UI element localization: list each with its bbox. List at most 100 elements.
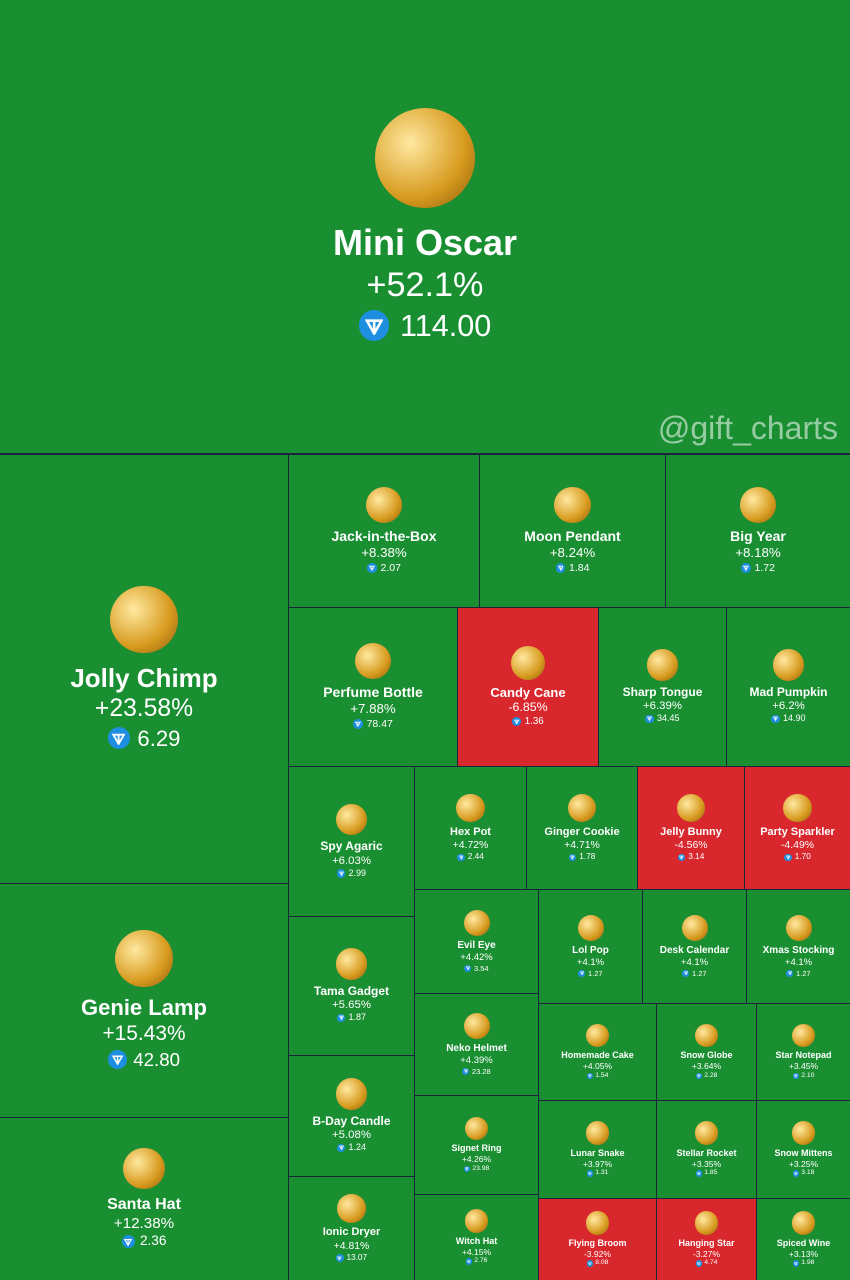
price-change: +8.38%	[361, 545, 407, 561]
price-value: 78.47	[366, 717, 393, 730]
price: 1.84	[555, 562, 589, 575]
ton-glyph	[570, 855, 575, 860]
gift-name: Jelly Bunny	[660, 825, 722, 838]
tile: Mini Oscar +52.1% 114.00 @gift_charts	[0, 0, 850, 453]
price: 1.31	[586, 1169, 608, 1177]
gift-name: Witch Hat	[455, 1235, 498, 1246]
price-value: 114.00	[399, 308, 492, 343]
ton-icon	[121, 1234, 136, 1249]
price-value: 42.80	[133, 1048, 180, 1070]
price-value: 1.70	[794, 852, 811, 862]
gift-name: Moon Pendant	[524, 528, 621, 545]
ton-icon	[465, 1258, 472, 1265]
gift-icon	[585, 1211, 610, 1235]
gift-icon	[585, 1121, 610, 1145]
tile: Big Year +8.18% 1.72	[666, 455, 850, 607]
gift-name: Stellar Rocket	[676, 1147, 737, 1158]
price-value: 23.98	[472, 1164, 490, 1172]
ton-icon	[695, 1170, 702, 1177]
price-value: 13.07	[346, 1252, 368, 1262]
price: 114.00	[358, 307, 492, 345]
gift-icon	[783, 793, 812, 823]
price: 2.99	[336, 868, 366, 879]
gift-name: Desk Calendar	[659, 944, 730, 956]
tile: Xmas Stocking +4.1% 1.27	[747, 890, 850, 1003]
price-value: 6.29	[137, 725, 181, 751]
price-value: 1.24	[348, 1142, 367, 1153]
price-change: +6.03%	[332, 854, 371, 867]
gift-icon	[694, 1121, 719, 1145]
price-value: 8.08	[595, 1259, 609, 1267]
tile: Evil Eye +4.42% 3.54	[415, 890, 538, 993]
ton-icon	[568, 853, 577, 862]
price: 3.14	[677, 852, 704, 862]
price-change: +6.39%	[643, 700, 682, 713]
ton-icon	[336, 1143, 346, 1153]
price: 1.24	[336, 1142, 367, 1153]
ton-glyph	[785, 855, 791, 860]
price-change: +4.15%	[461, 1246, 492, 1257]
tile: Sharp Tongue +6.39% 34.45	[599, 608, 726, 766]
price: 2.44	[457, 852, 484, 862]
ton-glyph	[696, 1172, 701, 1176]
gift-icon	[567, 793, 597, 823]
ton-glyph	[124, 1238, 133, 1246]
tile: Snow Mittens +3.25% 3.18	[757, 1101, 850, 1198]
ton-icon	[741, 563, 751, 574]
gift-icon	[335, 1078, 368, 1110]
price-change: +8.24%	[549, 545, 596, 561]
ton-icon	[792, 1170, 799, 1177]
gift-name: Sharp Tongue	[622, 684, 703, 699]
price-value: 1.78	[579, 852, 596, 862]
ton-glyph	[587, 1262, 592, 1266]
ton-glyph	[337, 1256, 343, 1261]
gift-icon	[694, 1023, 719, 1048]
watermark: @gift_charts	[657, 410, 838, 446]
gift-name: Genie Lamp	[81, 994, 207, 1020]
price-change: +4.1%	[784, 956, 813, 968]
price-change: +4.05%	[582, 1061, 613, 1072]
gift-name: Lunar Snake	[570, 1147, 625, 1158]
gift-name: Tama Gadget	[313, 983, 390, 998]
price: 2.07	[367, 562, 401, 575]
tile: Jolly Chimp +23.58% 6.29	[0, 455, 288, 883]
price-change: +3.45%	[788, 1061, 819, 1072]
gift-icon	[681, 915, 708, 942]
tile: Jelly Bunny -4.56% 3.14	[638, 767, 744, 889]
gift-icon	[335, 948, 368, 980]
price-change: -6.85%	[508, 700, 548, 715]
gift-icon	[110, 585, 178, 654]
gift-icon	[335, 803, 368, 836]
gift-icon	[772, 649, 805, 681]
tile: Desk Calendar +4.1% 1.27	[643, 890, 746, 1003]
price-value: 2.36	[139, 1233, 167, 1249]
price-change: +3.35%	[691, 1158, 722, 1169]
ton-icon	[358, 310, 390, 342]
gift-name: Signet Ring	[451, 1143, 502, 1154]
gift-name: Evil Eye	[457, 939, 496, 951]
price-change: +4.26%	[461, 1154, 492, 1165]
ton-icon	[353, 719, 363, 730]
price: 1.36	[512, 716, 544, 728]
gift-icon	[511, 646, 545, 681]
price-change: +4.71%	[564, 840, 600, 852]
ton-icon	[335, 1254, 344, 1262]
price-change: -4.49%	[780, 840, 815, 852]
tile: Hanging Star -3.27% 4.74	[657, 1199, 756, 1280]
gift-name: Mad Pumpkin	[749, 684, 828, 699]
gift-name: Candy Cane	[490, 684, 566, 700]
tile: Lol Pop +4.1% 1.27	[539, 890, 642, 1003]
ton-icon	[682, 969, 690, 977]
gift-icon	[463, 1013, 490, 1040]
ton-glyph	[579, 971, 584, 976]
ton-glyph	[587, 1074, 592, 1078]
price: 1.27	[682, 969, 707, 978]
gift-name: Jack-in-the-Box	[331, 528, 437, 545]
price-value: 4.74	[704, 1259, 718, 1267]
price-value: 23.28	[471, 1066, 491, 1076]
tile: Tama Gadget +5.65% 1.87	[289, 917, 414, 1055]
tile: Party Sparkler -4.49% 1.70	[745, 767, 850, 889]
price: 13.07	[335, 1252, 368, 1263]
